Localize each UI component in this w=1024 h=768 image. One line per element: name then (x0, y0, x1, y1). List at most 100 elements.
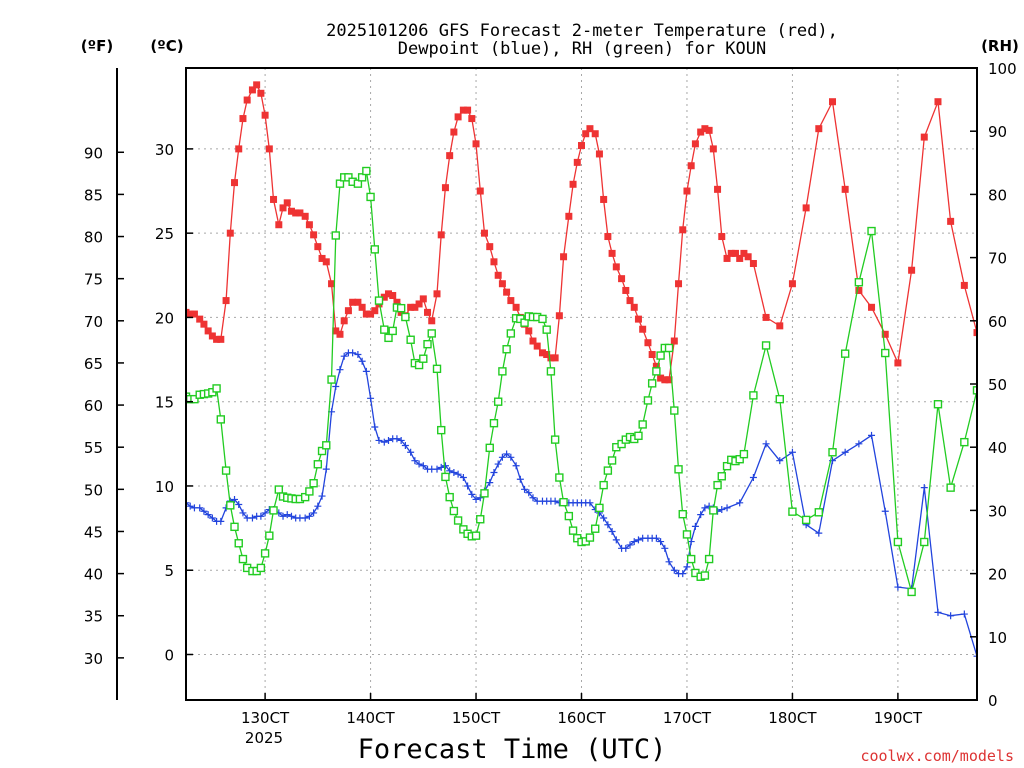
x-tick-label: 170CT (663, 709, 712, 727)
relative-humidity-point (353, 179, 363, 188)
relative-humidity-point (634, 431, 643, 441)
relative-humidity-point (775, 394, 784, 404)
relative-humidity-point (595, 503, 604, 513)
2-meter-temperature-point (868, 303, 876, 311)
relative-humidity-point (234, 539, 243, 548)
relative-humidity-point (652, 367, 661, 376)
dewpoint-point (723, 504, 731, 512)
2-meter-temperature-point (683, 187, 691, 195)
relative-humidity-point (682, 530, 692, 539)
dewpoint-point (622, 544, 630, 552)
relative-humidity-point (498, 367, 507, 376)
2-meter-temperature-point (340, 317, 348, 325)
dewpoint-point (407, 448, 415, 456)
dewpoint-point (411, 457, 419, 465)
2-meter-temperature-point (512, 303, 520, 311)
relative-humidity-point (788, 507, 797, 516)
fahrenheit-tick-label: 55 (84, 439, 103, 457)
relative-humidity-point (550, 435, 560, 444)
2-meter-temperature-point (454, 113, 462, 121)
relative-humidity-point (256, 563, 266, 573)
2-meter-temperature-point (788, 280, 796, 288)
dewpoint-point (661, 544, 669, 552)
dewpoint-point (987, 680, 994, 687)
2-meter-temperature-point (675, 280, 683, 288)
2-meter-temperature-point (231, 179, 239, 187)
2-meter-temperature-point (731, 249, 739, 257)
dewpoint-point (691, 522, 699, 530)
dewpoint-point (652, 534, 660, 542)
2-meter-temperature-point (322, 258, 330, 266)
celsius-tick-label: 30 (155, 141, 174, 159)
2-meter-temperature-point (253, 81, 261, 89)
2-meter-temperature-point (582, 130, 590, 138)
x-tick-label: 180CT (768, 709, 817, 727)
relative-humidity-point (309, 479, 318, 488)
2-meter-temperature-point (622, 286, 630, 294)
2-meter-temperature-point (498, 280, 506, 288)
2-meter-temperature-point (243, 96, 251, 104)
2-meter-temperature-point (687, 162, 695, 170)
relative-humidity-point (437, 425, 446, 435)
2-meter-temperature-point (973, 329, 977, 337)
chart-title-line-2: Dewpoint (blue), RH (green) for KOUN (398, 39, 766, 59)
dewpoint-point (464, 482, 472, 490)
2-meter-temperature-point (612, 263, 620, 271)
relative-humidity-point (344, 173, 353, 182)
relative-humidity-point (686, 554, 696, 564)
2-meter-temperature-point (591, 130, 599, 138)
dewpoint-point (670, 566, 678, 574)
2-meter-temperature-point (332, 327, 340, 335)
2-meter-temperature-point (476, 187, 484, 195)
2-meter-temperature-point (464, 106, 472, 114)
relative-humidity-point (814, 508, 823, 517)
2-meter-temperature-point (881, 330, 889, 338)
rh-tick-label: 90 (988, 123, 1007, 141)
relative-humidity-point (946, 483, 955, 492)
2-meter-temperature-point (670, 337, 678, 345)
celsius-tick-label: 15 (155, 394, 174, 412)
relative-humidity-point (317, 446, 327, 456)
rh-tick-label: 50 (988, 376, 1007, 394)
dewpoint-point (393, 435, 401, 443)
relative-humidity-point (362, 166, 371, 176)
dewpoint-point (634, 536, 642, 544)
chart-title-line-1: 2025101206 GFS Forecast 2-meter Temperat… (326, 21, 838, 41)
2-meter-temperature-point (1000, 430, 1007, 437)
2-meter-temperature-point (371, 307, 379, 315)
relative-humidity-point (867, 226, 876, 236)
dewpoint-point (367, 394, 375, 402)
relative-humidity-point (485, 443, 494, 453)
relative-humidity-point (327, 375, 336, 384)
2-meter-temperature-point (411, 303, 419, 311)
2-meter-temperature-point (235, 145, 243, 153)
rh-tick-label: 80 (988, 186, 1007, 204)
x-tick-label: 160CT (557, 709, 606, 727)
relative-humidity-point (493, 397, 503, 406)
dewpoint-point (697, 511, 705, 519)
x-tick-label: 140CT (346, 709, 395, 727)
dewpoint-point (934, 608, 942, 616)
dewpoint-point (397, 436, 405, 444)
relative-humidity-point (854, 278, 864, 287)
relative-humidity-point (555, 473, 564, 482)
relative-humidity-point (331, 231, 340, 240)
relative-humidity-point (520, 318, 529, 327)
relative-humidity-point (972, 386, 977, 395)
dewpoint-point (521, 485, 529, 493)
series-layer (186, 81, 1007, 687)
relative-humidity-point (749, 391, 758, 400)
rh-tick-label: 40 (988, 439, 1007, 457)
2-meter-temperature-point (600, 195, 608, 203)
2-meter-temperature-point (349, 298, 357, 306)
dewpoint-point (322, 465, 330, 473)
dewpoint-point (279, 512, 287, 520)
relative-humidity-point (643, 396, 653, 405)
2-meter-temperature-point (578, 142, 585, 150)
relative-humidity-point (300, 492, 310, 502)
relative-humidity-point (678, 509, 687, 519)
dewpoint-point (868, 431, 876, 439)
relative-humidity-point (840, 349, 850, 358)
dewpoint-point (503, 450, 511, 458)
2-meter-temperature-point (415, 300, 423, 308)
